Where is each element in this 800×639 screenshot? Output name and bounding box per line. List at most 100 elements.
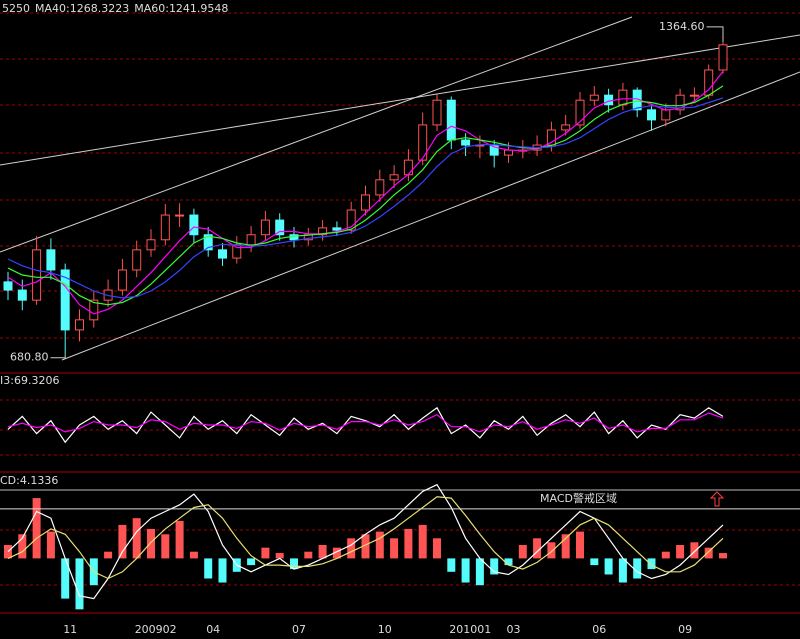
candle-body [189,214,199,236]
alert-label: MACD警戒区域 [540,491,617,505]
candle-body [75,319,84,331]
annotation-label: 1364.60 [659,20,705,33]
macd-bar [275,553,284,559]
candle-body [89,299,99,321]
macd-bar [447,558,456,572]
macd-bar [132,518,141,559]
x-tick-label: 04 [206,623,220,636]
macd-bar [218,558,227,583]
candle-body [675,94,685,111]
macd-bar [618,558,627,583]
candle-body [389,174,399,181]
candle-body [246,234,256,246]
macd-bar [590,558,599,566]
macd-bar [704,547,713,559]
candle-body [132,249,142,271]
macd-bar [504,558,513,566]
candle-body [46,249,56,271]
macd-bar [547,542,556,559]
x-tick-label: 09 [678,623,692,636]
macd-bar [633,558,642,579]
candle-body [589,94,599,101]
legend-entry: 5250 [2,2,30,15]
macd-bar [475,558,484,586]
x-tick-label: 06 [592,623,606,636]
series-line [7,85,724,306]
macd-bar [661,551,670,559]
macd-bar [332,547,341,559]
candle-body [561,124,571,131]
candle-body [689,94,699,97]
macd-bar [189,551,198,559]
trend-line [0,16,633,253]
candle-body [3,281,13,291]
macd-bar [375,531,384,559]
macd-bar [533,538,542,559]
candle-body [403,159,413,176]
series-line [7,412,724,433]
candle-body [604,94,614,106]
x-tick-label: 11 [63,623,77,636]
candle-body [618,89,628,106]
candle-body [175,214,185,217]
series-line [7,71,724,315]
macd-bar [576,531,584,559]
candle-body [575,99,585,126]
macd-bar [32,498,41,559]
macd-bar [461,558,470,583]
macd-bar [118,524,127,559]
candle-body [160,214,170,241]
trend-line [61,71,800,361]
macd-bar [46,531,55,559]
macd-bar [604,558,613,575]
series-line [7,97,724,299]
candle-body [146,239,156,251]
candle-body [32,249,42,301]
candle-body [661,109,671,121]
x-tick-label: 201001 [449,623,491,636]
macd-bar [18,534,27,559]
candle-body [218,249,227,259]
candle-body [17,289,27,301]
candle-body [318,227,328,236]
candle-body [446,99,456,141]
candle-body [117,269,127,291]
macd-bar [347,538,356,559]
candle-body [375,179,385,196]
macd-bar [175,520,184,559]
macd-bar [61,558,70,599]
macd-bar [418,524,427,559]
trend-lines [0,16,800,361]
series-line [7,406,724,444]
macd-bar [161,534,170,559]
candle-body [332,227,342,231]
candle-body [275,219,285,236]
x-tick-label: 03 [507,623,521,636]
legend-entry: MA60:1241.9548 [134,2,228,15]
macd-bar [361,534,370,559]
trend-line [0,34,800,166]
candle-body [60,269,70,331]
macd-bar [433,538,441,559]
candle-body [232,244,242,259]
candle-body [203,234,213,251]
x-tick-label: 10 [378,623,392,636]
series-line [7,483,724,600]
macd-bar [518,545,527,559]
candle-body [418,124,428,161]
candle-body [260,219,270,236]
macd-bar [104,551,113,559]
candle-body [718,44,728,71]
candle-body [346,209,356,231]
macd-bar [290,558,298,570]
candle-body [504,149,513,156]
legend-entry: MA40:1268.3223 [35,2,129,15]
alert-arrow [709,491,725,507]
candle-body [361,194,370,211]
x-tick-label: 200902 [135,623,177,636]
macd-bar [404,528,413,559]
macd-bar [247,558,256,566]
annotation-pointer [50,354,66,359]
